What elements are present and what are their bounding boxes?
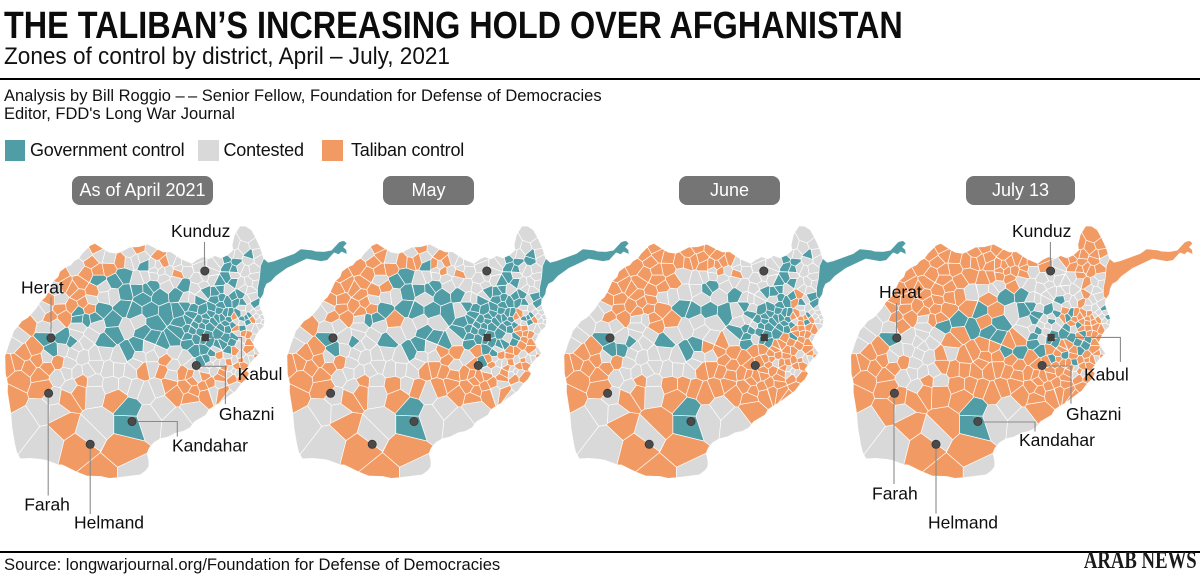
svg-text:Kunduz: Kunduz bbox=[171, 221, 230, 241]
svg-text:Kabul: Kabul bbox=[238, 364, 283, 384]
svg-text:Herat: Herat bbox=[21, 278, 64, 298]
svg-text:Kandahar: Kandahar bbox=[172, 435, 248, 455]
svg-text:Farah: Farah bbox=[872, 483, 918, 503]
svg-text:Kunduz: Kunduz bbox=[1012, 221, 1071, 241]
svg-text:Farah: Farah bbox=[24, 495, 70, 515]
svg-text:Helmand: Helmand bbox=[928, 513, 998, 533]
svg-text:Kabul: Kabul bbox=[1084, 364, 1129, 384]
svg-text:Herat: Herat bbox=[879, 282, 922, 302]
svg-text:Ghazni: Ghazni bbox=[1066, 404, 1121, 424]
svg-text:Helmand: Helmand bbox=[74, 513, 144, 533]
svg-text:Ghazni: Ghazni bbox=[219, 404, 274, 424]
svg-text:Kandahar: Kandahar bbox=[1019, 430, 1095, 450]
